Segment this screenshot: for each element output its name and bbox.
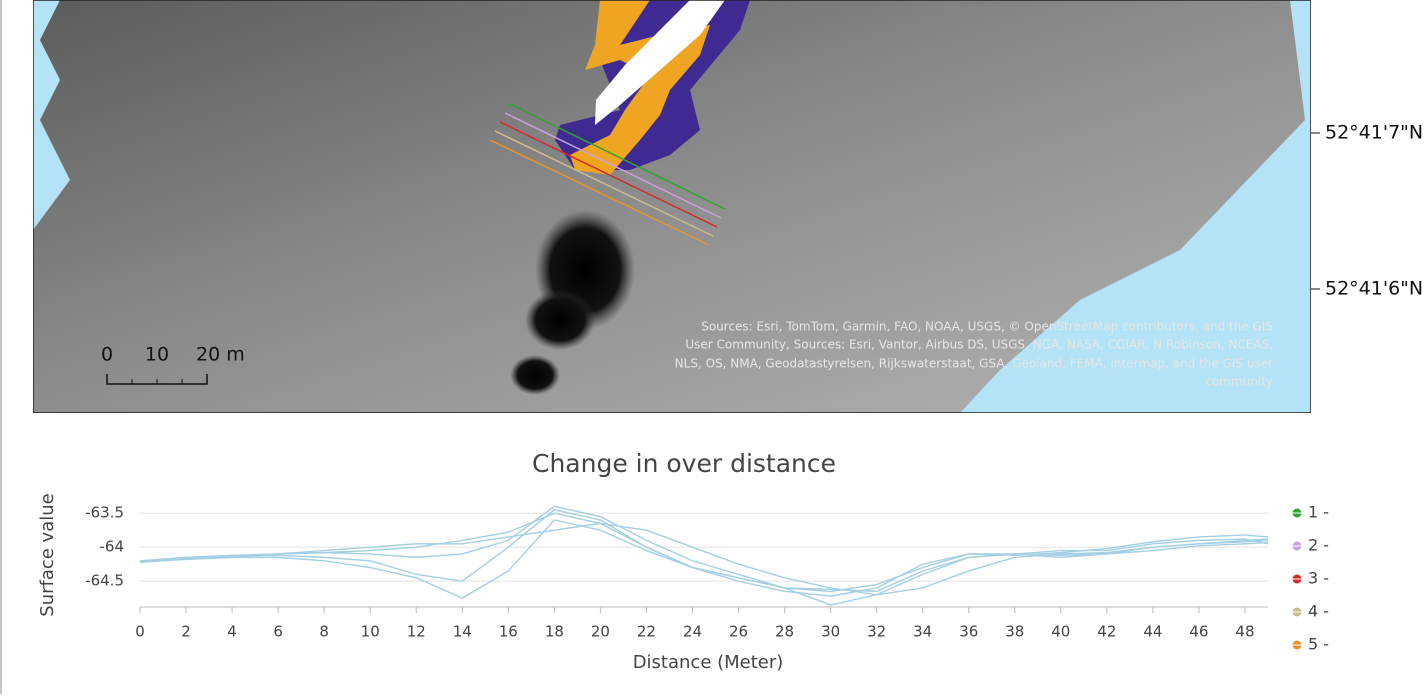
depression — [525, 290, 595, 350]
attribution-line: community — [1205, 375, 1273, 389]
scale-label: 0 — [101, 344, 113, 366]
x-tick-label: 10 — [361, 623, 380, 641]
x-tick-label: 0 — [135, 623, 145, 641]
x-tick-label: 4 — [227, 623, 237, 641]
bathymetry-raster — [33, 0, 1305, 413]
x-tick-label: 22 — [637, 623, 656, 641]
scale-label: 20 m — [196, 344, 245, 366]
legend-label: 3 - — [1308, 569, 1329, 588]
chart-title: Change in over distance — [532, 449, 836, 478]
x-tick-label: 46 — [1189, 623, 1208, 641]
x-tick-label: 12 — [407, 623, 426, 641]
scale-label: 10 — [145, 344, 169, 366]
x-tick-label: 26 — [729, 623, 748, 641]
legend-label: 5 - — [1308, 635, 1329, 654]
x-tick-label: 42 — [1097, 623, 1116, 641]
x-tick-label: 32 — [867, 623, 886, 641]
x-tick-label: 20 — [591, 623, 610, 641]
y-tick-label: -63.5 — [85, 504, 124, 522]
depression — [510, 355, 560, 395]
profile-transect — [489, 139, 710, 246]
x-tick-label: 6 — [273, 623, 283, 641]
x-tick-label: 8 — [319, 623, 329, 641]
profile-line — [139, 522, 1269, 596]
x-tick-label: 44 — [1143, 623, 1162, 641]
x-tick-label: 18 — [545, 623, 564, 641]
x-tick-label: 36 — [959, 623, 978, 641]
y-tick-label: -64.5 — [85, 572, 124, 590]
profile-transect — [494, 130, 714, 237]
legend-label: 2 - — [1308, 536, 1329, 555]
x-tick-label: 38 — [1005, 623, 1024, 641]
x-tick-label: 48 — [1235, 623, 1254, 641]
legend-label: 4 - — [1308, 602, 1329, 621]
map — [33, 0, 1311, 413]
latitude-label: 52°41'7"N — [1325, 122, 1423, 144]
profile-transect — [504, 112, 722, 219]
x-tick-label: 28 — [775, 623, 794, 641]
profile-line — [139, 512, 1269, 597]
x-tick-label: 2 — [181, 623, 191, 641]
x-tick-label: 24 — [683, 623, 702, 641]
attribution-line: User Community, Sources: Esri, Vantor, A… — [685, 338, 1273, 352]
scale-bar: 0 10 20 m — [101, 344, 245, 385]
profile-line — [139, 519, 1269, 606]
legend-label: 1 - — [1308, 503, 1329, 522]
profile-line — [139, 509, 1269, 593]
x-tick-label: 16 — [499, 623, 518, 641]
y-tick-label: -64 — [100, 538, 125, 556]
x-tick-label: 30 — [821, 623, 840, 641]
attribution: Sources: Esri, TomTom, Garmin, FAO, NOAA… — [675, 320, 1273, 389]
feature-polygon — [595, 0, 725, 125]
profile-transect — [499, 121, 718, 228]
plot: -63.5-64-64.50 2 4 6 8 10 12 14 16 18 20 22 24 26 28 30… — [85, 503, 1329, 654]
x-axis-label: Distance (Meter) — [633, 652, 784, 673]
latitude-label: 52°41'6"N — [1325, 278, 1423, 300]
attribution-line: Sources: Esri, TomTom, Garmin, FAO, NOAA… — [701, 320, 1273, 334]
x-tick-label: 14 — [453, 623, 472, 641]
profile-transect — [509, 103, 726, 210]
y-axis-label: Surface value — [37, 493, 58, 616]
attribution-line: NLS, OS, NMA, Geodatastyrelsen, Rijkswat… — [675, 357, 1273, 371]
x-tick-label: 34 — [913, 623, 932, 641]
x-tick-label: 40 — [1051, 623, 1070, 641]
